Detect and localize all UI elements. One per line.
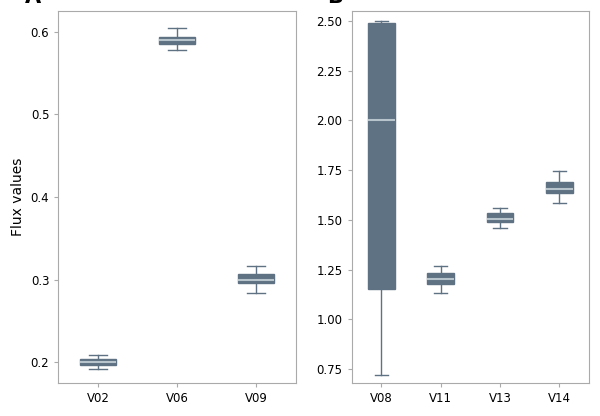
PathPatch shape (238, 274, 274, 283)
Y-axis label: Flux values: Flux values (11, 158, 25, 236)
PathPatch shape (159, 37, 195, 44)
Text: A: A (25, 0, 41, 7)
PathPatch shape (80, 359, 116, 365)
PathPatch shape (546, 182, 572, 193)
PathPatch shape (427, 272, 454, 285)
PathPatch shape (487, 213, 513, 222)
PathPatch shape (368, 23, 395, 290)
Text: B: B (328, 0, 343, 7)
